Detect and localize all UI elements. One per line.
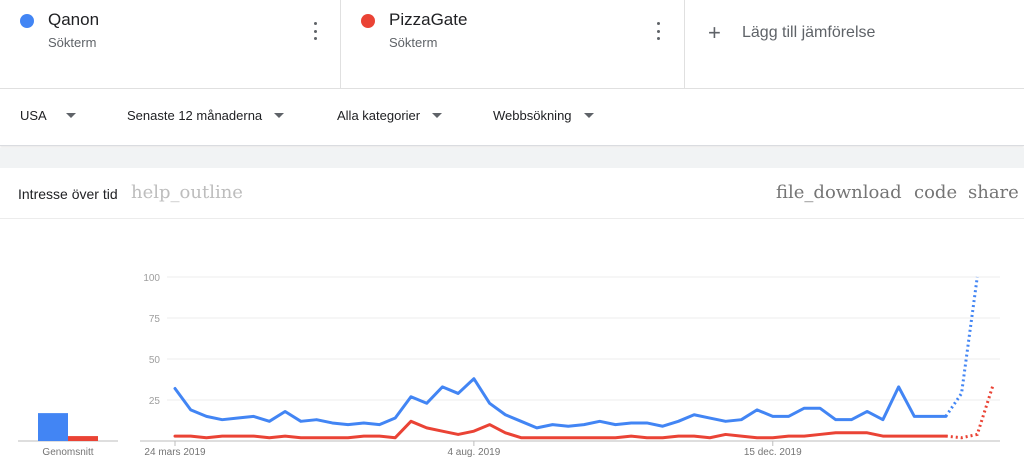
interest-over-time-card: Intresse över tid help_outline file_down… (0, 168, 1024, 467)
average-label: Genomsnitt (42, 447, 93, 458)
search-type-dropdown[interactable]: Webbsökning (493, 108, 594, 123)
help-icon[interactable]: help_outline (131, 182, 243, 203)
share-icon[interactable]: share (968, 182, 1019, 203)
filter-bar: USA Senaste 12 månaderna Alla kategorier… (0, 89, 1024, 146)
region-dropdown[interactable]: USA (20, 108, 76, 123)
card-title: Intresse över tid (18, 186, 118, 202)
section-divider (0, 148, 1024, 168)
average-bar (38, 413, 68, 441)
series-line (173, 377, 948, 430)
region-value: USA (20, 108, 47, 123)
period-value: Senaste 12 månaderna (127, 108, 263, 123)
comparison-terms-bar: Qanon Sökterm PizzaGate Sökterm + Lägg t… (0, 0, 1024, 89)
x-tick-label: 24 mars 2019 (144, 447, 206, 458)
series-line-partial (945, 384, 995, 440)
more-vert-icon[interactable] (655, 22, 661, 40)
dropdown-arrow-icon (583, 113, 594, 118)
term-name: PizzaGate (389, 10, 468, 29)
term-color-dot (361, 14, 375, 28)
category-dropdown[interactable]: Alla kategorier (337, 108, 443, 123)
dropdown-arrow-icon (274, 113, 285, 118)
y-tick-label: 75 (149, 314, 161, 325)
y-tick-label: 50 (149, 355, 161, 366)
download-icon[interactable]: file_download (776, 182, 902, 203)
term-type: Sökterm (48, 35, 97, 50)
y-tick-label: 25 (149, 396, 161, 407)
more-vert-icon[interactable] (312, 22, 318, 40)
dropdown-arrow-icon (432, 113, 443, 118)
plus-icon: + (708, 20, 721, 45)
search-term-card-2[interactable]: PizzaGate Sökterm (341, 0, 685, 88)
x-tick-label: 4 aug. 2019 (447, 447, 500, 458)
x-tick-label: 15 dec. 2019 (744, 447, 802, 458)
y-tick-label: 100 (143, 273, 160, 284)
category-value: Alla kategorier (337, 108, 421, 123)
series-line (173, 419, 948, 440)
series-line-partial (944, 276, 979, 418)
add-comparison-button[interactable]: + Lägg till jämförelse (708, 20, 875, 46)
search-type-value: Webbsökning (493, 108, 572, 123)
interest-chart[interactable]: 100 75 50 25 24 mars 2019 4 aug. 2019 15 dec. … (0, 218, 1024, 467)
search-term-card-1[interactable]: Qanon Sökterm (0, 0, 341, 88)
term-type: Sökterm (389, 35, 438, 50)
card-header: Intresse över tid help_outline file_down… (0, 168, 1024, 219)
average-bar (68, 436, 98, 441)
term-name: Qanon (48, 10, 100, 29)
add-comparison-label: Lägg till jämförelse (742, 24, 876, 41)
code-icon[interactable]: code (914, 182, 958, 203)
period-dropdown[interactable]: Senaste 12 månaderna (127, 108, 285, 123)
term-color-dot (20, 14, 34, 28)
dropdown-arrow-icon (65, 113, 76, 118)
